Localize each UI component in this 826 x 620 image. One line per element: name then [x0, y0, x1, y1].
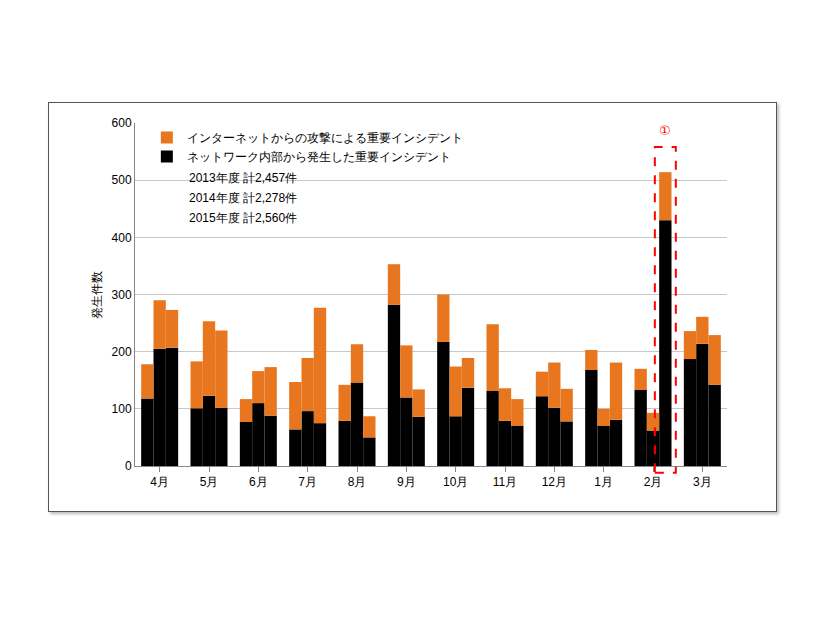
- svg-text:100: 100: [112, 402, 132, 416]
- svg-text:4月: 4月: [150, 475, 169, 489]
- svg-text:インターネットからの攻撃による重要インシデント: インターネットからの攻撃による重要インシデント: [187, 131, 463, 145]
- svg-text:12月: 12月: [542, 475, 567, 489]
- svg-text:600: 600: [112, 116, 132, 130]
- svg-text:7月: 7月: [298, 475, 317, 489]
- svg-text:300: 300: [112, 288, 132, 302]
- svg-text:9月: 9月: [397, 475, 416, 489]
- svg-text:5月: 5月: [200, 475, 219, 489]
- svg-text:ネットワーク内部から発生した重要インシデント: ネットワーク内部から発生した重要インシデント: [187, 150, 451, 164]
- svg-text:2014年度 計2,278件: 2014年度 計2,278件: [189, 191, 297, 205]
- svg-text:2月: 2月: [644, 475, 663, 489]
- svg-text:400: 400: [112, 231, 132, 245]
- svg-text:発生件数: 発生件数: [90, 271, 104, 319]
- svg-text:2013年度 計2,457件: 2013年度 計2,457件: [189, 171, 297, 185]
- svg-text:2015年度 計2,560件: 2015年度 計2,560件: [189, 211, 297, 225]
- svg-text:①: ①: [659, 123, 671, 138]
- svg-text:10月: 10月: [443, 475, 468, 489]
- svg-text:3月: 3月: [693, 475, 712, 489]
- svg-text:1月: 1月: [594, 475, 613, 489]
- svg-text:200: 200: [112, 345, 132, 359]
- svg-text:11月: 11月: [493, 475, 517, 489]
- svg-text:500: 500: [112, 173, 132, 187]
- svg-text:0: 0: [125, 459, 132, 473]
- svg-text:6月: 6月: [249, 475, 268, 489]
- svg-text:8月: 8月: [348, 475, 367, 489]
